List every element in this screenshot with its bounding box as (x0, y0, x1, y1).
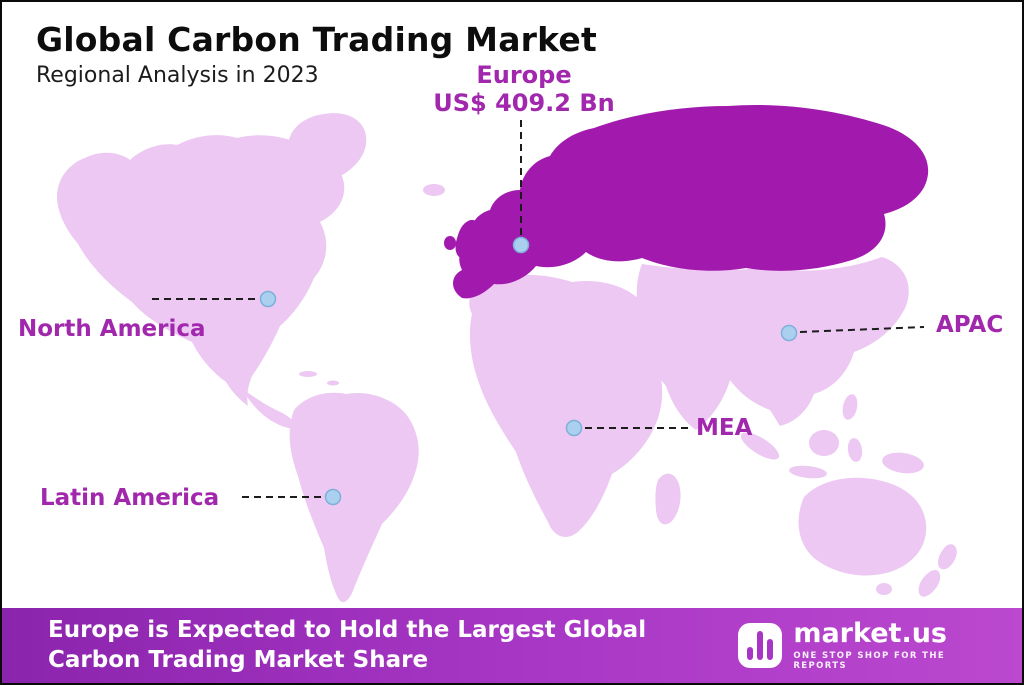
region-shape-central-america (242, 388, 298, 429)
region-shape-caribbean-1 (299, 371, 317, 377)
marker-north-america (259, 290, 277, 308)
marker-europe (512, 236, 530, 254)
label-north-america: North America (18, 316, 206, 342)
brand-name: market.us (793, 618, 947, 649)
europe-value: US$ 409.2 Bn (433, 88, 615, 117)
footer-banner: Europe is Expected to Hold the Largest G… (2, 608, 1022, 683)
region-shape-australia (798, 477, 927, 576)
marker-apac (780, 324, 798, 342)
region-shape-borneo (809, 430, 839, 456)
region-shape-south-america (289, 392, 419, 603)
label-latin-america: Latin America (40, 485, 220, 511)
footer-message: Europe is Expected to Hold the Largest G… (48, 616, 647, 673)
region-shape-sulawesi (847, 438, 863, 462)
brand-tagline: ONE STOP SHOP FOR THE REPORTS (793, 651, 946, 671)
brand-logo: market.us ONE STOP SHOP FOR THE REPORTS (738, 620, 1000, 671)
region-shape-philippines (842, 394, 858, 420)
marker-latin-america (324, 488, 342, 506)
region-shape-sumatra (740, 432, 780, 460)
region-shape-north-america (57, 135, 345, 406)
header: Global Carbon Trading Market Regional An… (36, 20, 597, 88)
region-shape-new-zealand-south (918, 569, 941, 597)
europe-label: Europe (476, 61, 572, 89)
region-shape-ireland (444, 236, 456, 250)
page-title: Global Carbon Trading Market (36, 20, 597, 59)
europe-callout: Europe US$ 409.2 Bn (414, 61, 634, 117)
region-shape-asia (636, 257, 909, 430)
page-subtitle: Regional Analysis in 2023 (36, 63, 319, 88)
label-apac: APAC (936, 312, 1004, 338)
region-shape-new-zealand-north (937, 544, 957, 570)
region-shape-iceland (423, 184, 445, 196)
region-shape-caribbean-2 (327, 380, 339, 386)
marker-mea (565, 419, 583, 437)
region-shape-java (789, 465, 827, 479)
region-shape-europe-russia (453, 104, 929, 299)
region-shape-tasmania (876, 583, 892, 595)
region-shape-japan (864, 281, 899, 338)
label-mea: MEA (696, 415, 753, 441)
region-shape-new-guinea (882, 452, 924, 474)
brand-text-block: market.us ONE STOP SHOP FOR THE REPORTS (793, 620, 1000, 671)
region-shape-madagascar (655, 473, 681, 525)
world-map (57, 104, 957, 603)
leader-line-apac (799, 326, 925, 333)
marketus-logo-icon (738, 623, 783, 668)
